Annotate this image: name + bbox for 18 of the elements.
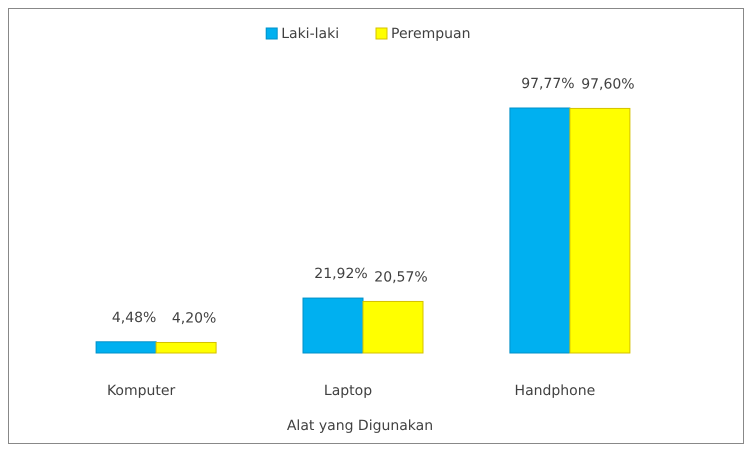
bar bbox=[509, 108, 570, 354]
bar bbox=[302, 298, 364, 354]
bar bbox=[96, 341, 157, 354]
data-label: 4,20% bbox=[172, 310, 216, 326]
x-axis-title: Alat yang Digunakan bbox=[286, 418, 434, 434]
legend-label: Laki-laki bbox=[281, 26, 340, 42]
legend-label: Perempuan bbox=[391, 26, 470, 42]
x-tick-label: Handphone bbox=[514, 383, 596, 399]
data-label: 4,48% bbox=[112, 310, 156, 326]
bar bbox=[569, 108, 630, 354]
bar bbox=[362, 300, 424, 354]
x-tick-label: Laptop bbox=[324, 383, 372, 399]
bar bbox=[156, 342, 217, 354]
data-label: 20,57% bbox=[374, 269, 428, 286]
data-label: 21,92% bbox=[314, 266, 368, 282]
data-label: 97,77% bbox=[521, 76, 575, 92]
x-tick-label: Komputer bbox=[106, 383, 176, 399]
data-label: 97,60% bbox=[581, 76, 635, 92]
